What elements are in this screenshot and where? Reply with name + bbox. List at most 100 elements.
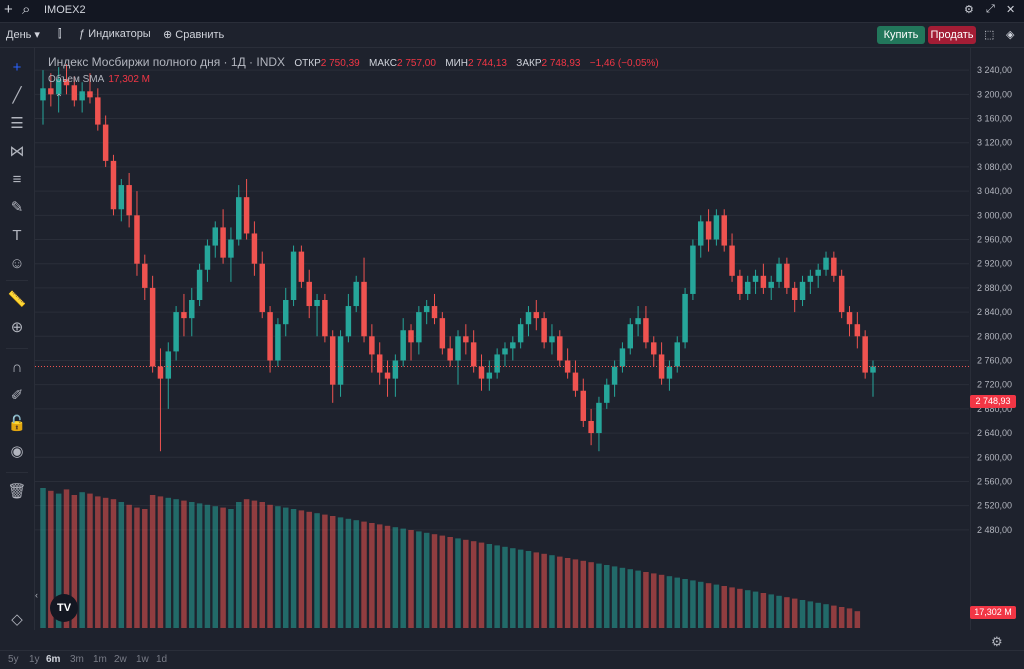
emoji-icon[interactable]: ☺ [9, 255, 25, 272]
fib-icon[interactable]: ≡ [12, 171, 22, 188]
symbol-tab[interactable]: IMOEX2 [44, 4, 86, 16]
candle-body [697, 221, 704, 246]
volume-bar [431, 534, 438, 628]
ruler-icon[interactable]: 📏 [7, 291, 27, 308]
volume-bar [784, 597, 790, 628]
text-icon[interactable]: T [12, 227, 22, 244]
candle-body [604, 384, 610, 403]
volume-bar [384, 525, 391, 628]
search-icon[interactable]: ⌕ [22, 1, 31, 18]
timeframe-1d[interactable]: 1d [156, 654, 168, 665]
timeframe-6m[interactable]: 6m [46, 654, 61, 665]
candle-body [431, 306, 438, 319]
volume-bar [470, 541, 477, 628]
volume-tag: 17,302 M [970, 606, 1016, 619]
volume-bar [220, 507, 226, 628]
candle-body [541, 318, 547, 343]
candle-body [752, 275, 759, 282]
candle-body [267, 312, 273, 361]
volume-bar [243, 499, 250, 628]
candle-body [447, 348, 453, 361]
trend-line-icon[interactable]: ╱ [12, 87, 22, 104]
y-tick-label: 3 120,00 [977, 138, 1012, 148]
volume-bar [369, 523, 375, 628]
volume-bar [697, 581, 704, 628]
price-chart[interactable]: Апр15МайИюнИюл15АвгСен15Окт [35, 48, 969, 644]
volume-bar [416, 531, 422, 628]
drawing-toolbar: + ╱ ☰ ⋈ ≡ ✎ T ☺ 📏 ⊕ ∩ ✐ 🔓 ◉ 🗑 ◇ [0, 48, 35, 630]
sell-button[interactable]: Продать [928, 26, 976, 44]
volume-bar [744, 590, 751, 628]
y-tick-label: 2 800,00 [977, 331, 1012, 341]
pattern-icon[interactable]: ⋈ [9, 143, 25, 160]
candle-body [815, 269, 821, 276]
compare-button[interactable]: ⊕ Сравнить [163, 29, 225, 41]
magnet-icon[interactable]: ∩ [11, 359, 23, 376]
candle-body [165, 351, 172, 379]
close-icon[interactable]: ✕ [1006, 4, 1016, 16]
volume-bar [181, 500, 187, 628]
tab-bar: + ⌕ IMOEX2 ⚙ ⤢ ✕ [0, 0, 1024, 23]
candle-body [713, 215, 720, 240]
scroll-left-icon[interactable]: ‹ [35, 590, 38, 600]
candle-body [627, 324, 634, 349]
chart-pane[interactable]: Апр15МайИюнИюл15АвгСен15Окт [35, 48, 969, 644]
eye-icon[interactable]: ◉ [10, 443, 24, 460]
trash-icon[interactable]: 🗑 [7, 483, 27, 500]
lock-icon[interactable]: 🔓 [7, 415, 27, 432]
candle-body [690, 245, 696, 294]
volume-bar [298, 510, 305, 628]
settings-icon[interactable]: ⚙ [964, 4, 974, 16]
object-tree-icon[interactable]: ◇ [11, 611, 23, 628]
lock-pen-icon[interactable]: ✐ [10, 387, 24, 404]
indicators-button[interactable]: ƒ Индикаторы [79, 28, 151, 40]
candle-body [549, 336, 555, 343]
brush-icon[interactable]: ✎ [10, 199, 24, 216]
candles-type-icon[interactable]: ⫿ [58, 28, 62, 40]
candle-body [157, 366, 164, 379]
candle-body [345, 306, 352, 337]
horizontal-lines-icon[interactable]: ☰ [10, 115, 24, 132]
candle-body [619, 348, 626, 367]
collapse-legend-icon[interactable]: ⌃ [54, 93, 64, 104]
timeframe-3m[interactable]: 3m [70, 654, 84, 665]
indicators-label: Индикаторы [88, 28, 151, 40]
timeframe-5y[interactable]: 5y [8, 654, 19, 665]
timeframe-2w[interactable]: 2w [114, 654, 127, 665]
candle-body [784, 263, 790, 288]
chart-settings-icon[interactable]: ⚙ [991, 634, 1003, 649]
candle-body [455, 336, 461, 361]
volume-bar [392, 527, 399, 628]
crosshair-icon[interactable]: + [12, 59, 22, 76]
layers-icon[interactable]: ◈ [1006, 29, 1015, 41]
volume-bar [674, 577, 680, 628]
fullscreen-icon[interactable]: ⤢ [986, 3, 995, 15]
tradingview-logo[interactable]: TV [50, 594, 78, 622]
volume-bar [737, 588, 743, 628]
candle-body [494, 354, 500, 373]
y-tick-label: 2 520,00 [977, 501, 1012, 511]
timeframe-1m[interactable]: 1m [93, 654, 107, 665]
volume-bar [768, 594, 774, 628]
volume-bar [376, 524, 383, 628]
add-tab-icon[interactable]: + [4, 1, 13, 18]
snapshot-icon[interactable]: ⬚ [984, 29, 995, 41]
volume-bar [729, 587, 735, 628]
candle-body [807, 275, 814, 282]
volume-bar [447, 537, 453, 628]
volume-bar [776, 595, 782, 628]
volume-bar [306, 511, 312, 628]
candle-body [259, 263, 265, 313]
volume-bar [752, 591, 759, 628]
price-axis[interactable]: 3 240,00 3 200,00 3 160,00 3 120,00 3 080,00… [970, 48, 1024, 630]
volume-bar [423, 532, 430, 628]
candle-body [87, 91, 93, 98]
buy-button[interactable]: Купить [877, 26, 925, 44]
timeframe-1y[interactable]: 1y [29, 654, 40, 665]
volume-bar [329, 516, 336, 628]
candle-body [126, 185, 132, 216]
volume-bar [95, 496, 101, 628]
interval-select[interactable]: День ▾ [6, 29, 40, 41]
zoom-in-icon[interactable]: ⊕ [10, 319, 24, 336]
timeframe-1w[interactable]: 1w [136, 654, 149, 665]
